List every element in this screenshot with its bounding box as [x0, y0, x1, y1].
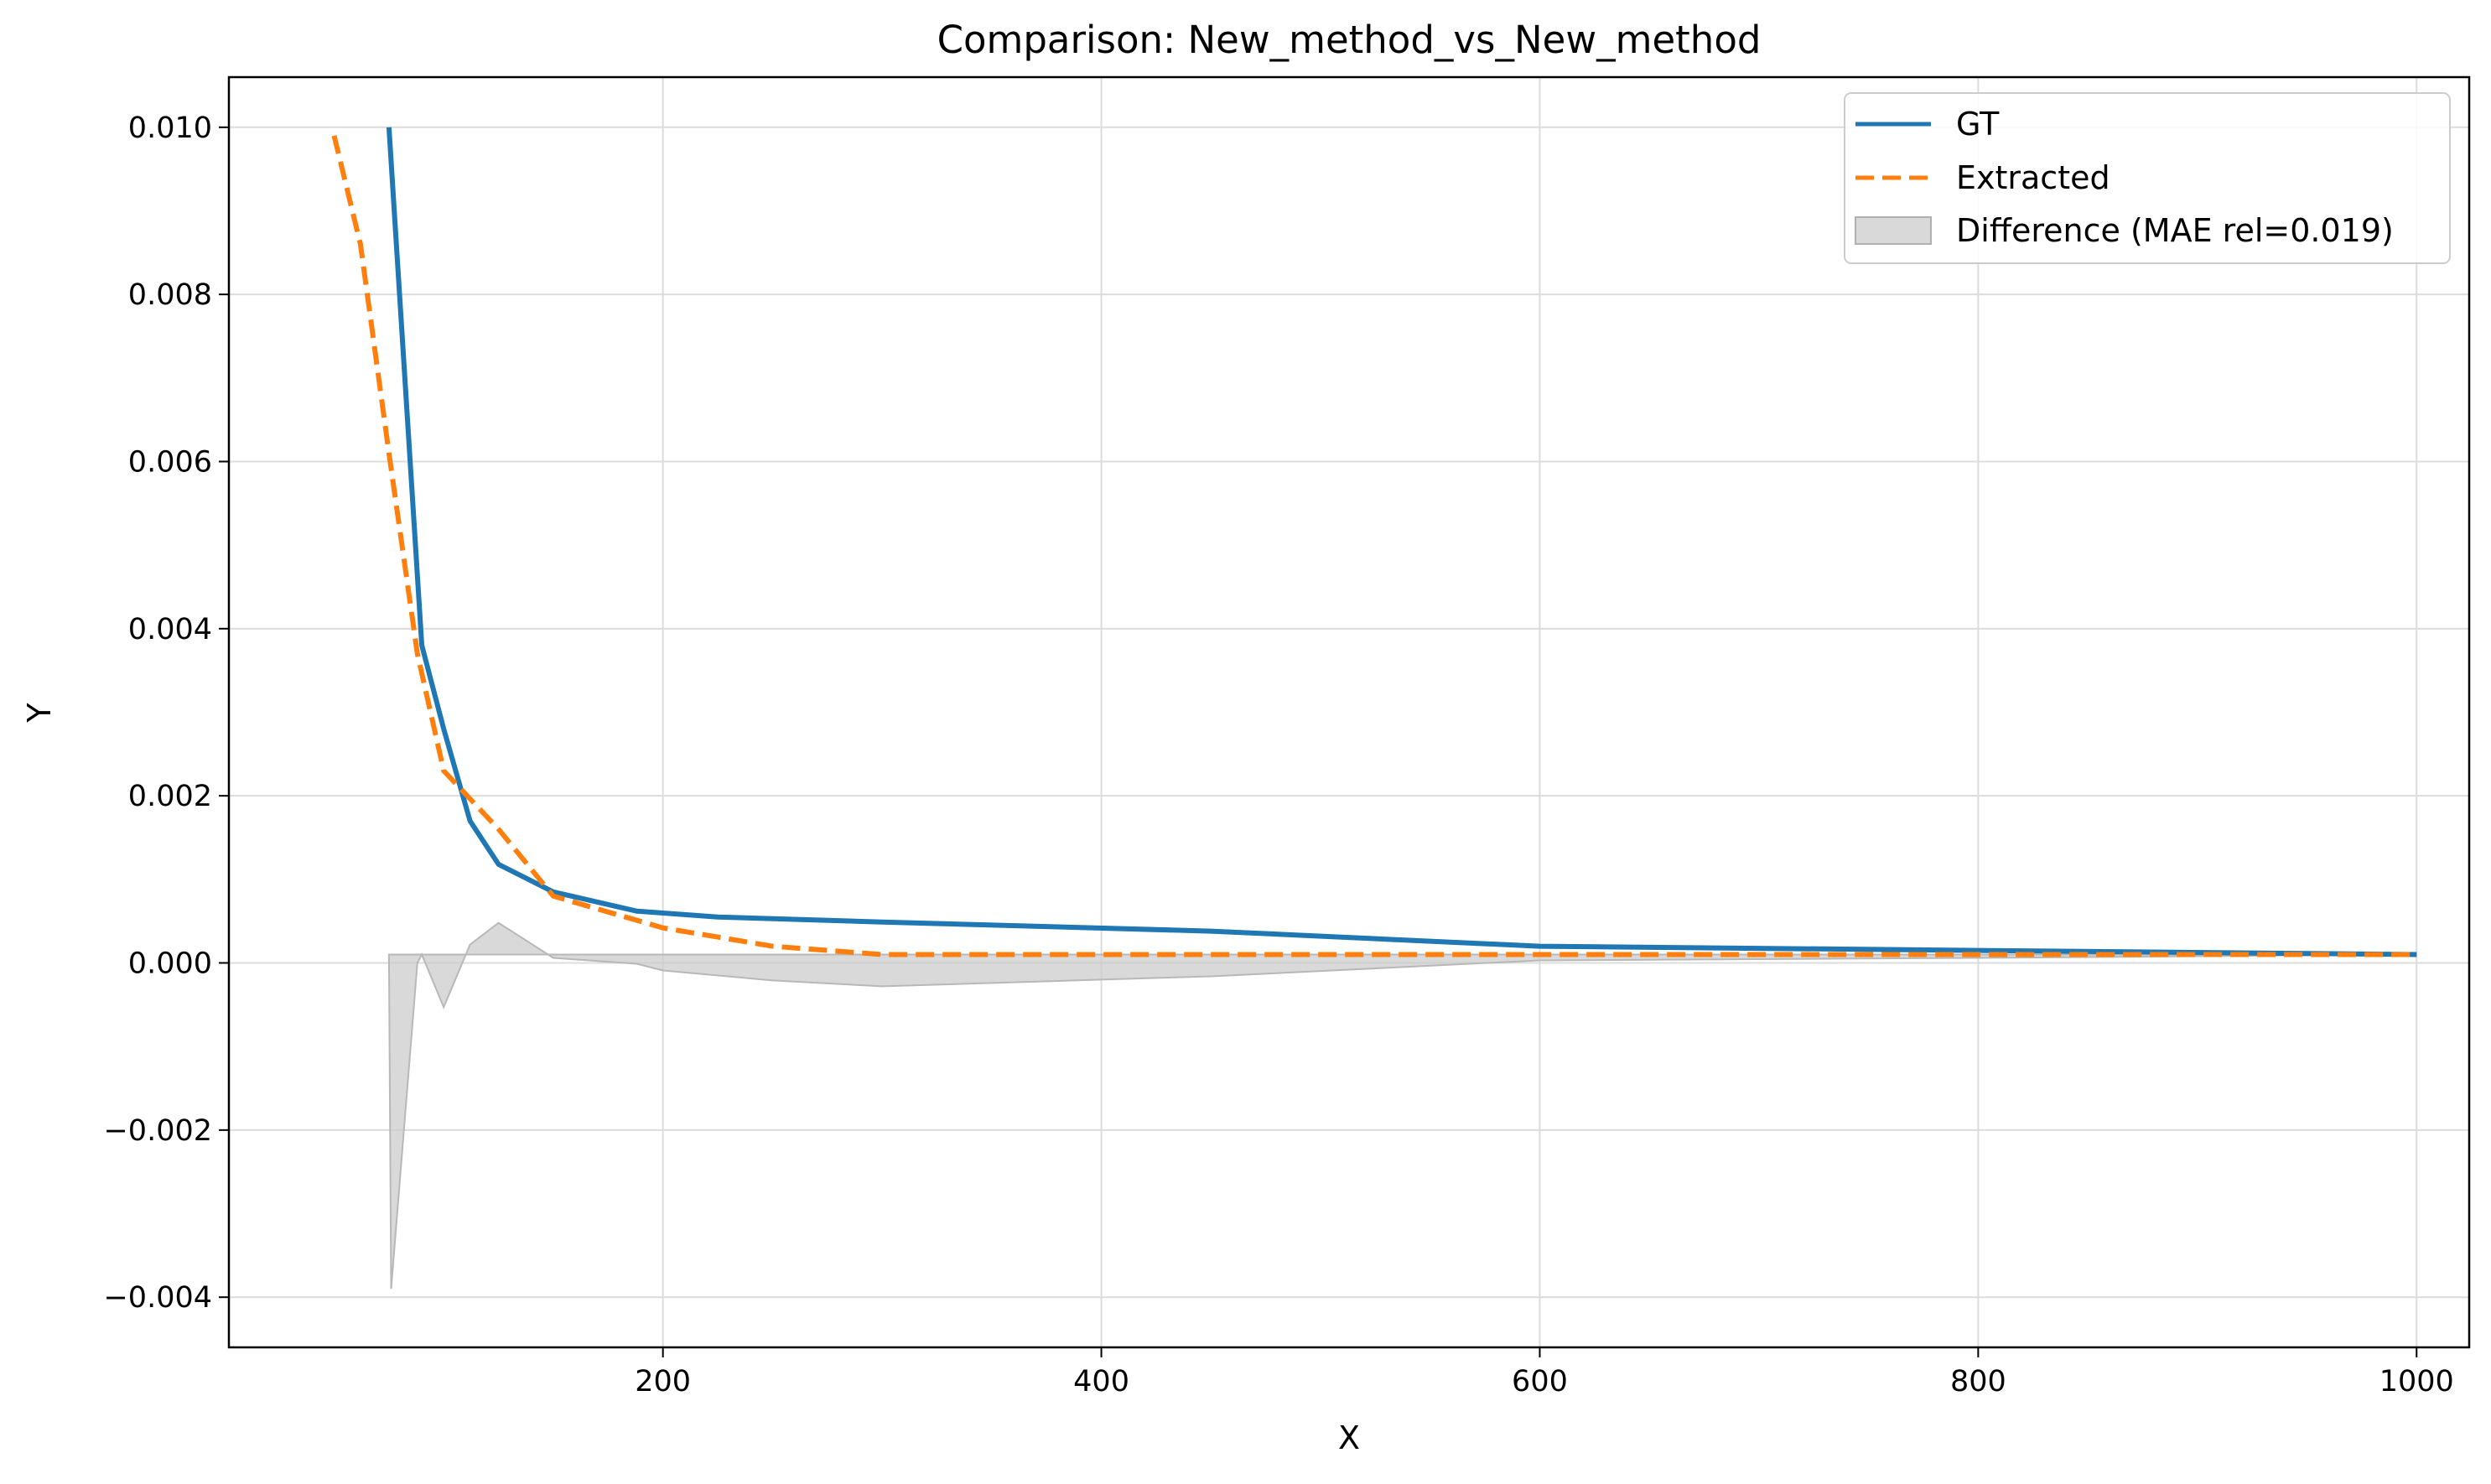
legend-swatch-difference: [1855, 216, 1932, 245]
y-tick-label: 0.000: [128, 947, 212, 981]
plot-frame: [227, 75, 2471, 1349]
y-axis-ticks: 0.010 0.008 0.006 0.004 0.002 0.000 −0.002 −0.0…: [103, 112, 229, 1315]
x-tick-label: 800: [1950, 1365, 2006, 1398]
legend-label-extracted: Extracted: [1956, 159, 2110, 196]
x-tick-label: 600: [1512, 1365, 1568, 1398]
y-tick-label: 0.008: [128, 278, 212, 312]
y-tick-label: −0.004: [103, 1281, 212, 1315]
series-lines: [331, 127, 2417, 957]
series-line-gt: [386, 127, 2417, 957]
legend-label-gt: GT: [1956, 106, 2000, 143]
y-tick-label: 0.002: [128, 780, 212, 813]
legend-box: [1844, 92, 2451, 264]
y-tick-label: 0.004: [128, 613, 212, 646]
x-axis-ticks: 200 400 600 800 1000: [635, 1347, 2454, 1398]
legend-label-difference: Difference (MAE rel=0.019): [1956, 212, 2394, 249]
x-tick-label: 200: [635, 1365, 691, 1398]
x-tick-label: 400: [1073, 1365, 1129, 1398]
x-axis-label: X: [1338, 1419, 1360, 1456]
legend: GT Extracted Difference (MAE rel=0.019): [1844, 92, 2451, 264]
series-line-extracted: [331, 135, 2417, 957]
x-tick-label: 1000: [2379, 1365, 2454, 1398]
y-tick-label: 0.006: [128, 445, 212, 479]
chart-title: Comparison: New_method_vs_New_method: [937, 18, 1762, 62]
y-axis-label: Y: [21, 703, 58, 724]
y-tick-label: 0.010: [128, 112, 212, 145]
y-tick-label: −0.002: [103, 1114, 212, 1148]
